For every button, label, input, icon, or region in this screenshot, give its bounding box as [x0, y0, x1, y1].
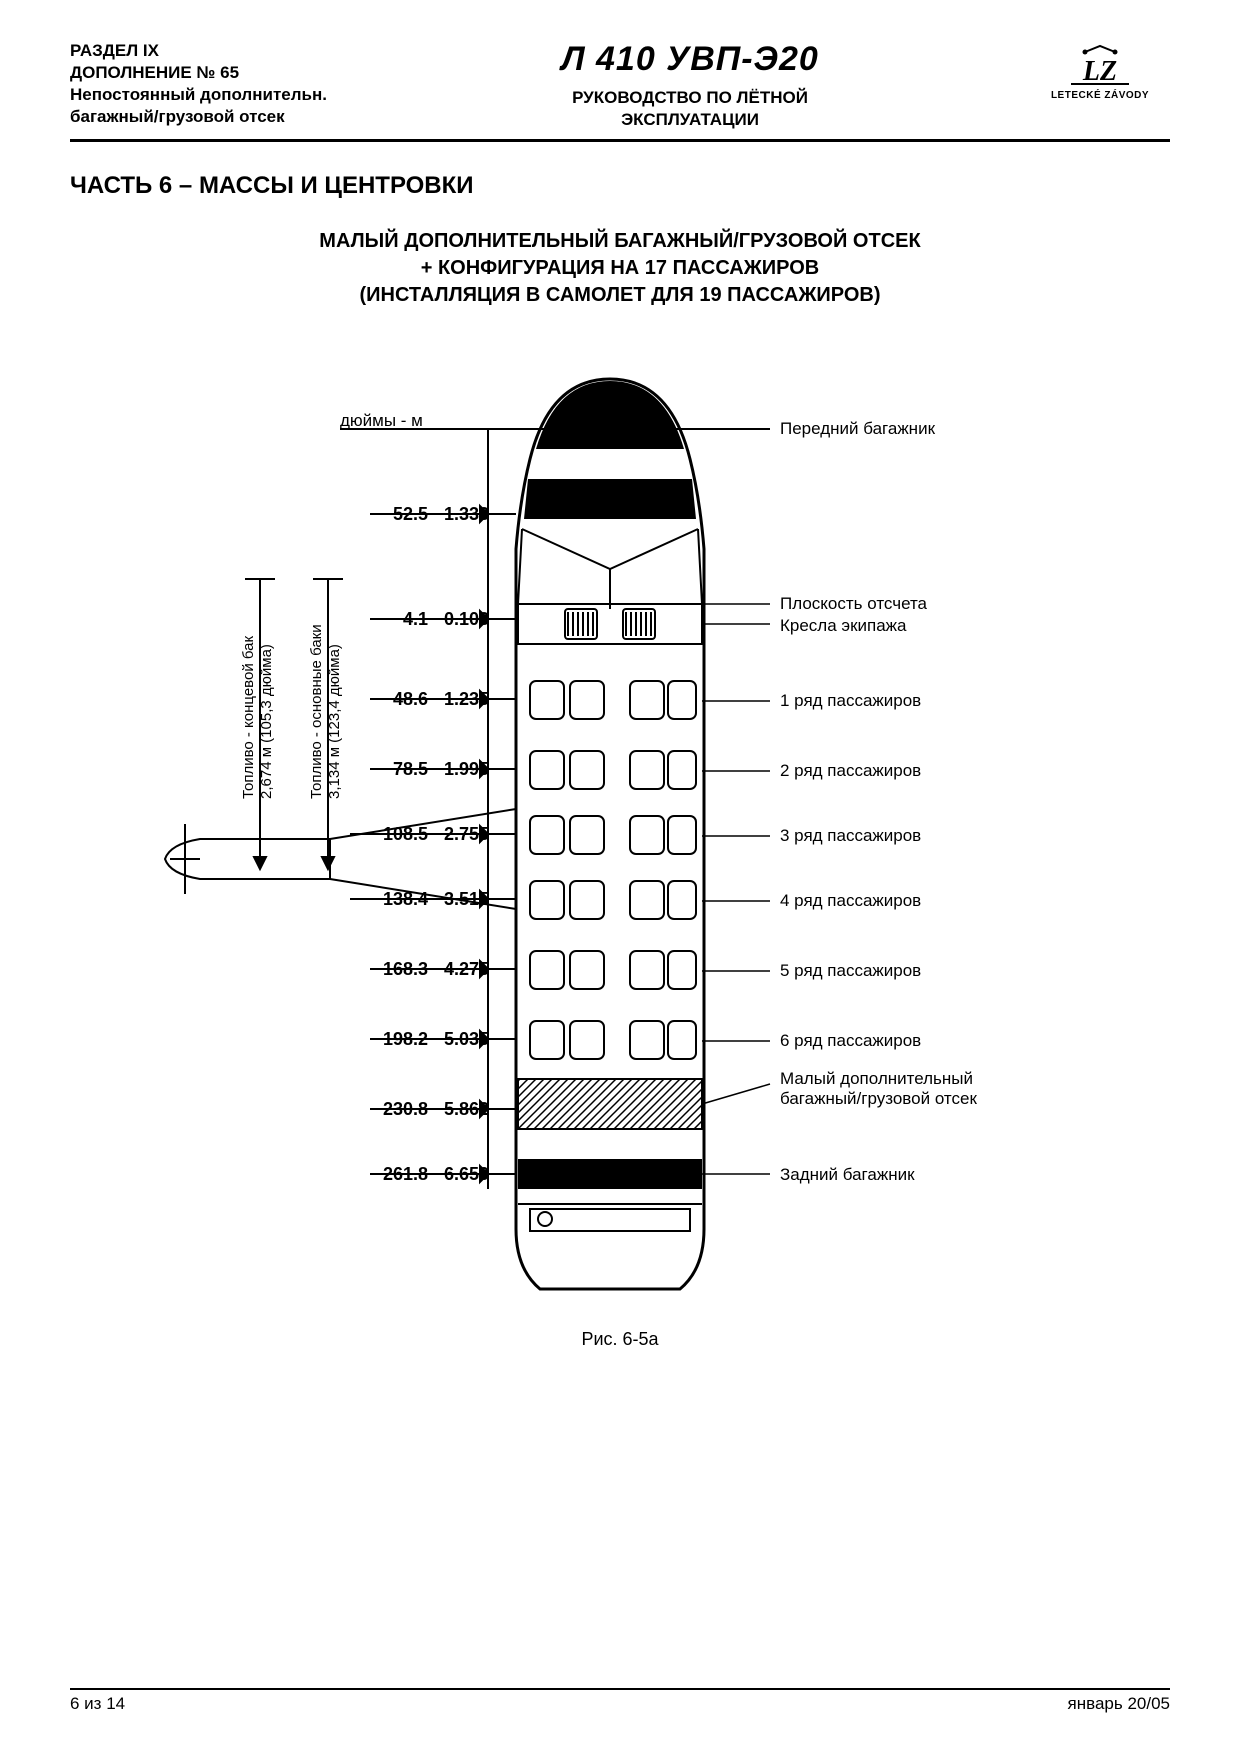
station-inches: 138.4 — [368, 889, 428, 910]
header-left-line: ДОПОЛНЕНИЕ № 65 — [70, 62, 350, 84]
header-left-line: Непостоянный дополнительн. — [70, 84, 350, 106]
figure-title-block: МАЛЫЙ ДОПОЛНИТЕЛЬНЫЙ БАГАЖНЫЙ/ГРУЗОВОЙ О… — [70, 228, 1170, 309]
logo-block: LZ LETECKÉ ZÁVODY — [1030, 40, 1170, 101]
station-inches: 4.1 — [368, 609, 428, 630]
station-inches: 230.8 — [368, 1099, 428, 1120]
figure-title-line: МАЛЫЙ ДОПОЛНИТЕЛЬНЫЙ БАГАЖНЫЙ/ГРУЗОВОЙ О… — [70, 228, 1170, 255]
station-meters: 6.650 — [444, 1164, 514, 1185]
station-inches: 198.2 — [368, 1029, 428, 1050]
page-footer: 6 из 14 январь 20/05 — [70, 1688, 1170, 1714]
station-inches: 52.5 — [368, 504, 428, 525]
station-meters: 1.235 — [444, 689, 514, 710]
label-crew-seats: Кресла экипажа — [780, 616, 907, 636]
label-row3: 3 ряд пассажиров — [780, 826, 921, 846]
header-left-line: багажный/грузовой отсек — [70, 106, 350, 128]
label-row6: 6 ряд пассажиров — [780, 1031, 921, 1051]
aircraft-svg — [70, 369, 1170, 1349]
station-inches: 108.5 — [368, 824, 428, 845]
page-number: 6 из 14 — [70, 1694, 125, 1714]
station-meters: 1.995 — [444, 759, 514, 780]
svg-text:LZ: LZ — [1082, 56, 1117, 87]
station-meters: 5.862 — [444, 1099, 514, 1120]
station-inches: 261.8 — [368, 1164, 428, 1185]
header-center-block: Л 410 УВП-Э20 РУКОВОДСТВО ПО ЛЁТНОЙ ЭКСП… — [350, 40, 1030, 131]
aircraft-layout-diagram: дюймы - м 52.5 1.333 4.1 0.103 48.6 1.23… — [70, 369, 1170, 1369]
station-meters: 5.035 — [444, 1029, 514, 1050]
fuel-main-label-l2: 3,134 м (123,4 дюйма) — [326, 644, 343, 799]
label-row4: 4 ряд пассажиров — [780, 891, 921, 911]
units-header: дюймы - м — [340, 411, 423, 431]
station-meters: 2.755 — [444, 824, 514, 845]
label-datum-plane: Плоскость отсчета — [780, 594, 927, 614]
label-small-baggage-l2: багажный/грузовой отсек — [780, 1089, 977, 1109]
page-date: январь 20/05 — [1068, 1694, 1170, 1714]
aircraft-model-title: Л 410 УВП-Э20 — [350, 40, 1030, 79]
page-header: РАЗДЕЛ IX ДОПОЛНЕНИЕ № 65 Непостоянный д… — [70, 40, 1170, 142]
manual-title-line: РУКОВОДСТВО ПО ЛЁТНОЙ — [350, 87, 1030, 109]
station-meters: 0.103 — [444, 609, 514, 630]
station-meters: 4.275 — [444, 959, 514, 980]
figure-title-line: (ИНСТАЛЛЯЦИЯ В САМОЛЕТ ДЛЯ 19 ПАССАЖИРОВ… — [70, 282, 1170, 309]
label-row5: 5 ряд пассажиров — [780, 961, 921, 981]
station-meters: 1.333 — [444, 504, 514, 525]
fuel-main-label-l1: Топливо - основные баки — [308, 625, 325, 800]
fuel-tip-label-l1: Топливо - концевой бак — [240, 636, 257, 799]
label-front-baggage: Передний багажник — [780, 419, 935, 439]
station-meters: 3.515 — [444, 889, 514, 910]
manual-title-line: ЭКСПЛУАТАЦИИ — [350, 109, 1030, 131]
label-rear-baggage: Задний багажник — [780, 1165, 915, 1185]
label-row1: 1 ряд пассажиров — [780, 691, 921, 711]
fuel-tip-label-l2: 2,674 м (105,3 дюйма) — [258, 644, 275, 799]
logo-text: LETECKÉ ZÁVODY — [1030, 90, 1170, 101]
station-inches: 48.6 — [368, 689, 428, 710]
header-left-line: РАЗДЕЛ IX — [70, 40, 350, 62]
section-title: ЧАСТЬ 6 – МАССЫ И ЦЕНТРОВКИ — [70, 172, 1170, 200]
label-row2: 2 ряд пассажиров — [780, 761, 921, 781]
figure-title-line: + КОНФИГУРАЦИЯ НА 17 ПАССАЖИРОВ — [70, 255, 1170, 282]
station-inches: 78.5 — [368, 759, 428, 780]
figure-caption: Рис. 6-5а — [70, 1329, 1170, 1350]
lz-logo-icon: LZ — [1065, 44, 1135, 90]
station-inches: 168.3 — [368, 959, 428, 980]
label-small-baggage-l1: Малый дополнительный — [780, 1069, 973, 1089]
header-left-block: РАЗДЕЛ IX ДОПОЛНЕНИЕ № 65 Непостоянный д… — [70, 40, 350, 128]
